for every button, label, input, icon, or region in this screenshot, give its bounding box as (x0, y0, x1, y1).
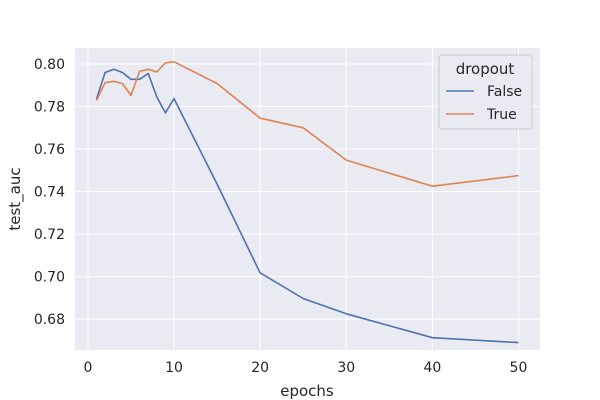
y-tick-label: 0.70 (34, 270, 65, 286)
y-tick-label: 0.76 (34, 142, 65, 158)
x-tick-label: 30 (337, 360, 355, 376)
y-tick-label: 0.68 (34, 312, 65, 328)
legend-label-false: False (487, 84, 522, 100)
y-tick-label: 0.72 (34, 227, 65, 243)
y-tick-labels: 0.68 0.70 0.72 0.74 0.76 0.78 0.80 (34, 57, 65, 328)
series-line-true (95, 60, 519, 187)
y-tick-label: 0.74 (34, 185, 65, 201)
series-line-false (95, 68, 519, 344)
x-tick-label: 50 (510, 360, 528, 376)
x-tick-label: 40 (423, 360, 441, 376)
x-tick-labels: 0 10 20 30 40 50 (83, 360, 527, 376)
x-tick-label: 20 (251, 360, 269, 376)
y-tick-label: 0.78 (34, 99, 65, 115)
y-axis-label: test_auc (6, 167, 25, 230)
y-tick-label: 0.80 (34, 57, 65, 73)
legend-box (438, 54, 533, 130)
series-lines (95, 60, 519, 344)
x-axis-label: epochs (280, 382, 334, 400)
legend-label-true: True (486, 107, 517, 123)
x-tick-label: 0 (83, 360, 92, 376)
legend: dropout False True (438, 54, 533, 130)
x-tick-label: 10 (165, 360, 183, 376)
legend-title: dropout (456, 60, 515, 78)
grid-lines (75, 48, 540, 350)
